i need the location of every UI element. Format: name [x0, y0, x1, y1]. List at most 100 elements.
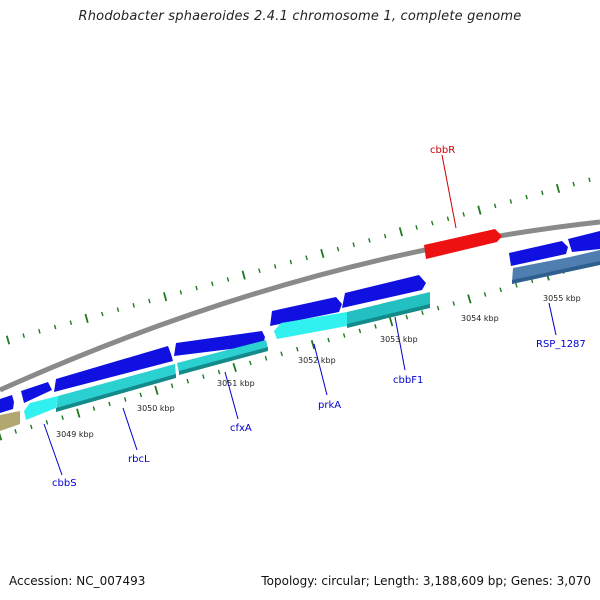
position-label: 3049 kbp: [56, 430, 94, 439]
tick-mark: [258, 268, 261, 273]
tick-mark: [116, 307, 120, 312]
gene-label-rbcL[interactable]: rbcL: [128, 454, 150, 465]
tick-mark: [22, 333, 25, 338]
tick-mark: [431, 220, 434, 226]
position-label: 3053 kbp: [380, 335, 418, 344]
tick-mark: [296, 346, 299, 352]
tick-mark: [405, 314, 409, 320]
gene-arrow[interactable]: [270, 297, 342, 326]
reverse-genes: [0, 250, 600, 431]
tick-mark: [202, 374, 205, 379]
tick-mark: [452, 301, 456, 306]
gene-arrow[interactable]: [347, 292, 430, 326]
tick-mark: [84, 313, 89, 323]
tick-mark: [14, 429, 17, 434]
gene-arrow[interactable]: [54, 346, 173, 392]
tick-mark: [320, 248, 325, 258]
tick-mark: [383, 233, 387, 239]
gene-arrow[interactable]: [342, 275, 426, 308]
gene-arrow[interactable]: [568, 231, 600, 252]
gene-labels: cbbS rbcL cfxA prkA cbbF1 RSP_1287 cbbR: [52, 145, 586, 489]
gene-label-cbbS[interactable]: cbbS: [52, 478, 77, 489]
tick-mark: [515, 282, 518, 288]
gene-arrow[interactable]: [509, 241, 568, 266]
tick-mark: [368, 238, 371, 243]
tick-mark: [38, 329, 41, 334]
gene-arrow[interactable]: [56, 364, 176, 410]
position-labels: 3049 kbp 3050 kbp 3051 kbp 3052 kbp 3053…: [56, 294, 581, 439]
tick-mark: [327, 337, 330, 343]
tick-mark: [108, 401, 111, 407]
tick-mark: [374, 324, 377, 329]
tick-mark: [0, 432, 3, 441]
tick-mark: [92, 406, 96, 411]
tick-mark: [499, 287, 502, 293]
tick-mark: [211, 281, 214, 286]
tick-mark: [249, 360, 252, 366]
gene-arrow[interactable]: [512, 257, 570, 282]
tick-mark: [588, 177, 591, 183]
gene-label-prkA[interactable]: prkA: [318, 400, 341, 411]
gene-arrow[interactable]: [570, 250, 600, 270]
tick-mark: [555, 183, 561, 194]
tick-mark: [462, 212, 465, 217]
tick-mark: [264, 356, 268, 361]
tick-mark: [217, 369, 221, 375]
tick-mark: [30, 424, 33, 430]
gene-label-cbbF1[interactable]: cbbF1: [393, 375, 423, 386]
tick-mark: [389, 317, 394, 327]
gene-arrow[interactable]: [174, 331, 265, 356]
chromosome-backbone: [0, 219, 600, 393]
genome-stats-text: Topology: circular; Length: 3,188,609 bp…: [261, 574, 591, 588]
tick-mark: [336, 246, 340, 252]
tick-mark: [310, 340, 316, 350]
tick-mark: [226, 277, 230, 282]
position-label: 3050 kbp: [137, 404, 175, 413]
tick-mark: [76, 408, 81, 418]
tick-mark: [5, 335, 11, 345]
tick-mark: [493, 203, 497, 209]
gene-arrow[interactable]: [274, 312, 347, 339]
position-label: 3055 kbp: [543, 294, 581, 303]
gene-arrow[interactable]: [0, 411, 20, 431]
tick-mark: [572, 181, 575, 187]
tick-mark: [446, 216, 450, 222]
gene-arrow-cbbR[interactable]: [424, 229, 502, 259]
forward-genes: [0, 231, 600, 413]
tick-mark: [436, 305, 440, 311]
gene-label-cfxA[interactable]: cfxA: [230, 423, 252, 434]
tick-mark: [273, 264, 277, 269]
tick-mark: [123, 397, 127, 402]
gene-label-RSP_1287[interactable]: RSP_1287: [536, 339, 586, 350]
tick-mark: [45, 419, 49, 425]
tick-mark: [305, 255, 308, 261]
gene-arrow[interactable]: [21, 382, 52, 403]
tick-mark: [467, 294, 472, 304]
tick-mark: [170, 383, 174, 389]
gene-label-cbbR[interactable]: cbbR: [430, 145, 455, 156]
tick-mark: [541, 190, 544, 196]
tick-mark: [232, 362, 237, 373]
tick-mark: [421, 310, 424, 316]
label-leaders: [43, 154, 557, 476]
tick-mark: [477, 205, 482, 215]
tick-mark: [483, 292, 487, 297]
tick-mark: [280, 351, 283, 357]
gene-arrow[interactable]: [24, 396, 58, 420]
tick-mark: [241, 270, 246, 280]
tick-mark: [342, 333, 346, 338]
tick-mark: [525, 194, 528, 200]
tick-mark: [61, 415, 64, 420]
tick-mark: [53, 324, 57, 330]
reverse-gene-shadows: [56, 261, 600, 412]
tick-mark: [139, 392, 143, 398]
gene-arrow[interactable]: [0, 395, 14, 413]
tick-mark: [289, 259, 293, 265]
position-label: 3052 kbp: [298, 356, 336, 365]
tick-mark: [69, 320, 73, 325]
gene-arrow[interactable]: [177, 340, 268, 373]
tick-mark: [186, 378, 190, 384]
tick-mark: [179, 290, 183, 295]
tick-mark: [154, 385, 159, 395]
